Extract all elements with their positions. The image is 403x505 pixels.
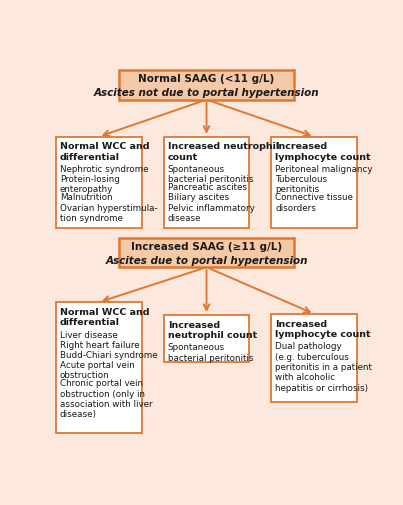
Text: Normal WCC and
differential: Normal WCC and differential [60, 308, 150, 327]
Text: Liver disease: Liver disease [60, 330, 118, 339]
Text: Increased SAAG (≥11 g/L): Increased SAAG (≥11 g/L) [131, 241, 282, 251]
Text: Normal SAAG (<11 g/L): Normal SAAG (<11 g/L) [138, 74, 275, 84]
Text: Pelvic inflammatory
disease: Pelvic inflammatory disease [168, 203, 254, 223]
Text: Ascites due to portal hypertension: Ascites due to portal hypertension [105, 255, 308, 265]
FancyBboxPatch shape [164, 315, 249, 362]
Text: Budd-Chiari syndrome: Budd-Chiari syndrome [60, 350, 158, 359]
Text: Ovarian hyperstimula-
tion syndrome: Ovarian hyperstimula- tion syndrome [60, 203, 158, 223]
Text: Connective tissue
disorders: Connective tissue disorders [275, 193, 353, 213]
Text: Chronic portal vein
obstruction (only in
association with liver
disease): Chronic portal vein obstruction (only in… [60, 378, 152, 419]
FancyBboxPatch shape [119, 71, 294, 100]
Text: Tuberculous
peritonitis: Tuberculous peritonitis [275, 175, 328, 194]
Text: Malnutrition: Malnutrition [60, 193, 112, 202]
Text: Right heart failure: Right heart failure [60, 340, 139, 349]
Text: Dual pathology
(e.g. tuberculous
peritonitis in a patient
with alcoholic
hepatit: Dual pathology (e.g. tuberculous periton… [275, 341, 372, 392]
Text: Increased
neutrophil count: Increased neutrophil count [168, 320, 257, 339]
FancyBboxPatch shape [164, 137, 249, 229]
Text: Acute portal vein
obstruction: Acute portal vein obstruction [60, 360, 135, 380]
Text: Increased
lymphocyte count: Increased lymphocyte count [275, 142, 371, 162]
Text: Normal WCC and
differential: Normal WCC and differential [60, 142, 150, 162]
Text: Increased
lymphocyte count: Increased lymphocyte count [275, 319, 371, 338]
FancyBboxPatch shape [119, 238, 294, 268]
FancyBboxPatch shape [271, 314, 357, 402]
Text: Pancreatic ascites: Pancreatic ascites [168, 183, 247, 192]
Text: Biliary ascites: Biliary ascites [168, 193, 229, 202]
Text: Nephrotic syndrome: Nephrotic syndrome [60, 165, 148, 174]
Text: Spontaneous
bacterial peritonitis: Spontaneous bacterial peritonitis [168, 342, 253, 362]
Text: Peritoneal malignancy: Peritoneal malignancy [275, 165, 373, 174]
Text: Protein-losing
enteropathy: Protein-losing enteropathy [60, 175, 120, 194]
Text: Spontaneous
bacterial peritonitis: Spontaneous bacterial peritonitis [168, 165, 253, 184]
Text: Ascites not due to portal hypertension: Ascites not due to portal hypertension [94, 88, 319, 98]
FancyBboxPatch shape [271, 137, 357, 229]
FancyBboxPatch shape [56, 302, 142, 433]
Text: Increased neutrophil
count: Increased neutrophil count [168, 142, 279, 162]
FancyBboxPatch shape [56, 137, 142, 229]
